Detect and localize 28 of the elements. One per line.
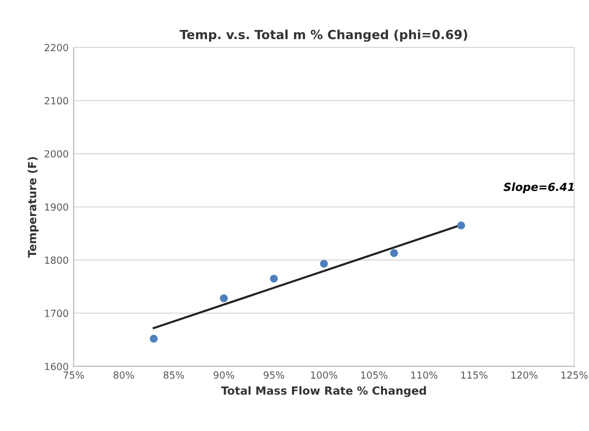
y-tick-label: 1700	[45, 310, 68, 318]
chart-title: Temp. v.s. Total m % Changed (phi=0.69)	[180, 30, 468, 42]
y-tick-label: 2100	[44, 97, 68, 104]
x-tick-label: 105%	[361, 371, 388, 379]
y-tick-label: 1900	[45, 203, 68, 211]
annotation: Slope=6.41	[504, 182, 574, 194]
point	[457, 222, 466, 230]
point	[390, 249, 398, 258]
y-tick-label: 1600	[45, 362, 68, 370]
y-tick-label: 2000	[44, 150, 68, 158]
y-tick-label: 2200	[44, 44, 68, 52]
x-tick-label: 80%	[114, 371, 134, 379]
point	[220, 294, 228, 302]
x-tick-label: 120%	[511, 371, 538, 379]
x-tick-label: 75%	[64, 371, 84, 379]
y-axis-title: Temperature (F)	[28, 157, 38, 258]
x-tick-label: 85%	[164, 371, 184, 379]
x-tick-label: 110%	[411, 371, 438, 379]
x-tick-label: 115%	[461, 371, 488, 379]
y-tick-label: 1800	[45, 256, 68, 264]
x-axis-title: Total Mass Flow Rate % Changed	[221, 386, 426, 398]
x-tick-label: 100%	[311, 371, 338, 379]
x-tick-label: 125%	[561, 371, 588, 379]
point	[150, 334, 158, 343]
x-tick-label: 90%	[214, 371, 234, 379]
x-tick-label: 95%	[264, 371, 284, 379]
point	[270, 274, 278, 283]
point	[320, 260, 328, 268]
